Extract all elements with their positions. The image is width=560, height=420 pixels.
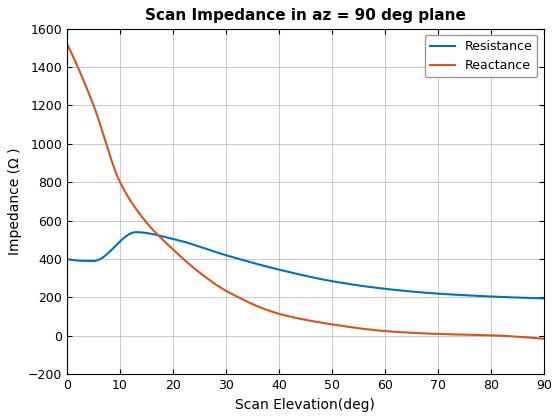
Reactance [391,329,398,334]
Reactance [436,331,442,336]
Reactance [113,170,119,175]
Resistance [257,262,264,268]
Reactance [444,332,451,337]
Reactance [274,311,281,316]
Resistance [436,291,442,296]
Reactance [256,304,263,310]
Title: Scan Impedance in az = 90 deg plane: Scan Impedance in az = 90 deg plane [145,8,466,24]
Resistance [391,287,398,292]
Resistance [64,257,71,262]
Resistance [540,296,547,301]
Reactance [540,336,547,341]
X-axis label: Scan Elevation(deg): Scan Elevation(deg) [236,398,375,412]
Reactance [64,42,71,47]
Line: Resistance: Resistance [67,232,544,299]
Line: Reactance: Reactance [67,44,544,339]
Legend: Resistance, Reactance: Resistance, Reactance [424,35,538,77]
Resistance [113,243,119,248]
Resistance [133,230,139,235]
Y-axis label: Impedance (Ω ): Impedance (Ω ) [8,148,22,255]
Resistance [445,292,451,297]
Resistance [274,267,281,272]
